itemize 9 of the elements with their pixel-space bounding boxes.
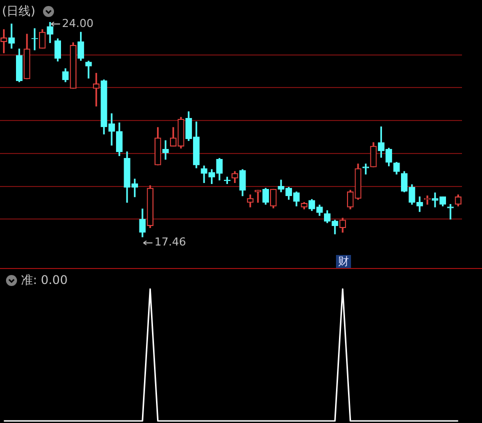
candlestick [254,190,262,203]
candlestick [162,140,169,160]
annotation: 24.00 [62,16,94,30]
annotation: 17.46 [154,236,186,249]
chart-title: 准: 0.00 [21,272,68,289]
candlestick [8,24,15,49]
text: 财 [336,255,351,268]
chart-title: (日线) [2,3,36,20]
candlestick [447,204,454,220]
